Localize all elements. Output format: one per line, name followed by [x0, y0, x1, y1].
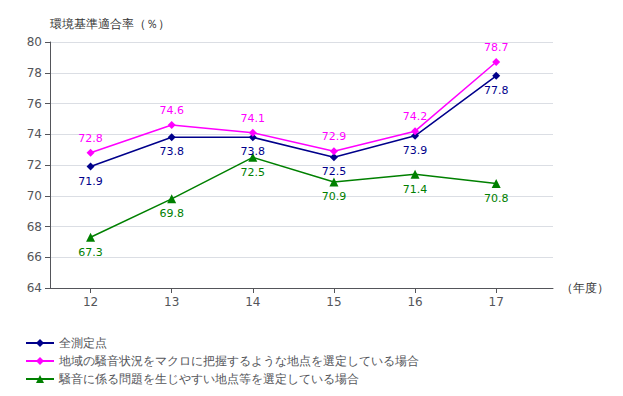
svg-text:72: 72 [27, 158, 42, 172]
svg-text:74.1: 74.1 [241, 112, 266, 125]
svg-text:71.9: 71.9 [78, 175, 103, 188]
svg-text:（年度）: （年度） [561, 281, 609, 295]
svg-text:76: 76 [27, 97, 42, 111]
svg-text:騒音に係る問題を生じやすい地点等を選定している場合: 騒音に係る問題を生じやすい地点等を選定している場合 [58, 372, 359, 386]
svg-text:73.9: 73.9 [403, 144, 428, 157]
svg-text:72.8: 72.8 [78, 132, 103, 145]
svg-text:70.9: 70.9 [322, 190, 347, 203]
svg-text:80: 80 [27, 35, 42, 49]
svg-text:69.8: 69.8 [159, 207, 184, 220]
svg-text:72.5: 72.5 [241, 166, 266, 179]
svg-text:14: 14 [245, 295, 260, 309]
svg-text:12: 12 [83, 295, 98, 309]
svg-text:地域の騒音状況をマクロに把握するような地点を選定している場合: 地域の騒音状況をマクロに把握するような地点を選定している場合 [58, 354, 419, 368]
svg-text:73.8: 73.8 [159, 145, 184, 158]
svg-text:70: 70 [27, 189, 42, 203]
svg-text:70.8: 70.8 [484, 192, 509, 205]
svg-text:64: 64 [27, 281, 42, 295]
svg-text:74.6: 74.6 [159, 104, 184, 117]
svg-text:16: 16 [407, 295, 422, 309]
svg-text:71.4: 71.4 [403, 183, 428, 196]
svg-text:68: 68 [27, 220, 42, 234]
svg-text:77.8: 77.8 [484, 84, 509, 97]
svg-text:66: 66 [27, 250, 42, 264]
svg-text:72.9: 72.9 [322, 130, 347, 143]
svg-text:73.8: 73.8 [241, 145, 266, 158]
svg-text:74.2: 74.2 [403, 110, 428, 123]
svg-text:13: 13 [164, 295, 179, 309]
svg-text:67.3: 67.3 [78, 246, 103, 259]
svg-text:78: 78 [27, 66, 42, 80]
svg-text:78.7: 78.7 [484, 41, 509, 54]
svg-text:15: 15 [326, 295, 341, 309]
svg-text:74: 74 [27, 127, 42, 141]
svg-text:全測定点: 全測定点 [59, 336, 107, 350]
svg-text:17: 17 [489, 295, 504, 309]
svg-text:環境基準適合率（％）: 環境基準適合率（％） [50, 17, 170, 31]
svg-text:72.5: 72.5 [322, 165, 347, 178]
